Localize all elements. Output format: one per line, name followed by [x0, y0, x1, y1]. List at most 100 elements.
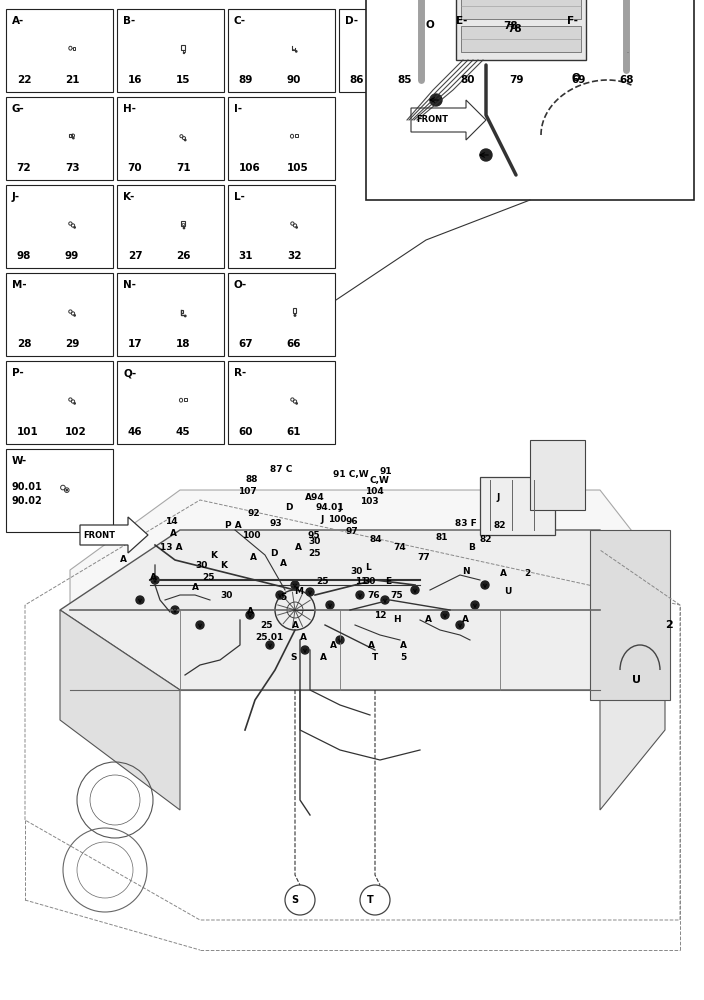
Circle shape — [73, 137, 74, 139]
Text: A: A — [192, 584, 199, 592]
Text: 28: 28 — [17, 339, 31, 349]
Text: O-: O- — [234, 280, 247, 290]
Text: D: D — [285, 504, 292, 512]
Circle shape — [196, 621, 204, 629]
Text: E: E — [385, 578, 391, 586]
Text: 67: 67 — [239, 339, 253, 349]
Text: 71: 71 — [176, 163, 191, 173]
Text: N-: N- — [123, 280, 136, 290]
Text: E-: E- — [456, 16, 467, 26]
Text: H-: H- — [123, 104, 136, 114]
Text: 79: 79 — [509, 75, 523, 85]
Text: G-: G- — [12, 104, 25, 114]
Text: 90: 90 — [287, 75, 301, 85]
Bar — [228, 97, 335, 180]
Bar — [6, 9, 113, 92]
Text: 30: 30 — [308, 538, 320, 546]
Text: S: S — [291, 895, 298, 905]
Text: 90.02: 90.02 — [12, 496, 43, 506]
Text: A: A — [292, 620, 299, 630]
Text: A: A — [300, 634, 307, 643]
Text: 87 C: 87 C — [270, 466, 292, 475]
Text: 105: 105 — [287, 163, 308, 173]
Bar — [456, 0, 586, 60]
Text: FRONT: FRONT — [83, 530, 115, 540]
Circle shape — [296, 227, 297, 228]
Text: 29: 29 — [65, 339, 80, 349]
Text: 80: 80 — [460, 75, 475, 85]
Circle shape — [74, 315, 75, 316]
Circle shape — [266, 641, 274, 649]
Text: T: T — [372, 652, 378, 662]
Circle shape — [136, 596, 144, 604]
Circle shape — [296, 51, 297, 52]
Text: A: A — [295, 544, 302, 552]
Text: 73: 73 — [65, 163, 80, 173]
Text: K-: K- — [123, 192, 134, 202]
Circle shape — [183, 227, 184, 229]
Text: 92: 92 — [248, 510, 260, 518]
Bar — [366, 0, 694, 200]
Circle shape — [66, 489, 68, 491]
Bar — [6, 361, 113, 444]
Text: 96: 96 — [345, 518, 358, 526]
Circle shape — [480, 149, 492, 161]
Text: 78: 78 — [503, 21, 518, 31]
Text: 91 C,W: 91 C,W — [333, 471, 369, 480]
Text: P A: P A — [225, 520, 241, 530]
Circle shape — [356, 591, 364, 599]
Text: 11: 11 — [355, 578, 367, 586]
Text: A: A — [462, 615, 469, 624]
Text: J-: J- — [12, 192, 20, 202]
Text: W-: W- — [12, 456, 27, 466]
Circle shape — [246, 611, 254, 619]
Text: 88: 88 — [245, 476, 258, 485]
Text: 85: 85 — [398, 75, 413, 85]
Circle shape — [276, 591, 284, 599]
Polygon shape — [600, 610, 665, 810]
Polygon shape — [70, 490, 670, 620]
Bar — [117, 361, 224, 444]
Text: F-: F- — [567, 16, 578, 26]
Text: U: U — [632, 675, 641, 685]
Text: 22: 22 — [17, 75, 31, 85]
Text: 45: 45 — [176, 427, 191, 437]
Text: 13 A: 13 A — [160, 544, 182, 552]
Text: 91: 91 — [380, 466, 393, 476]
Text: 95: 95 — [308, 530, 320, 540]
Circle shape — [74, 227, 75, 228]
Text: A: A — [425, 615, 432, 624]
Circle shape — [627, 51, 629, 53]
Text: N: N — [462, 568, 470, 576]
Text: D-: D- — [345, 16, 358, 26]
Text: A: A — [247, 607, 254, 616]
Text: 97: 97 — [345, 528, 358, 536]
Bar — [480, 477, 555, 535]
Text: C,W: C,W — [370, 477, 390, 486]
Text: 15: 15 — [176, 75, 190, 85]
Bar — [181, 310, 183, 313]
Text: 14: 14 — [165, 518, 177, 526]
Bar — [228, 273, 335, 356]
Bar — [182, 223, 184, 225]
Text: A94: A94 — [305, 493, 325, 502]
Bar — [228, 185, 335, 268]
Bar — [184, 398, 187, 401]
Text: 89: 89 — [239, 75, 253, 85]
Bar — [590, 530, 670, 700]
Circle shape — [430, 94, 442, 106]
Text: M-: M- — [12, 280, 27, 290]
Text: K: K — [210, 550, 217, 560]
Text: 90.01: 90.01 — [12, 482, 43, 492]
Text: 78: 78 — [507, 24, 522, 34]
Text: 76: 76 — [367, 591, 379, 600]
Circle shape — [411, 586, 419, 594]
Text: H: H — [393, 615, 401, 624]
Bar — [6, 449, 113, 532]
Text: J: J — [338, 502, 341, 512]
Text: 103: 103 — [360, 496, 379, 506]
Bar — [182, 45, 184, 50]
Circle shape — [456, 621, 464, 629]
Circle shape — [296, 403, 297, 404]
Text: 100: 100 — [328, 514, 346, 524]
